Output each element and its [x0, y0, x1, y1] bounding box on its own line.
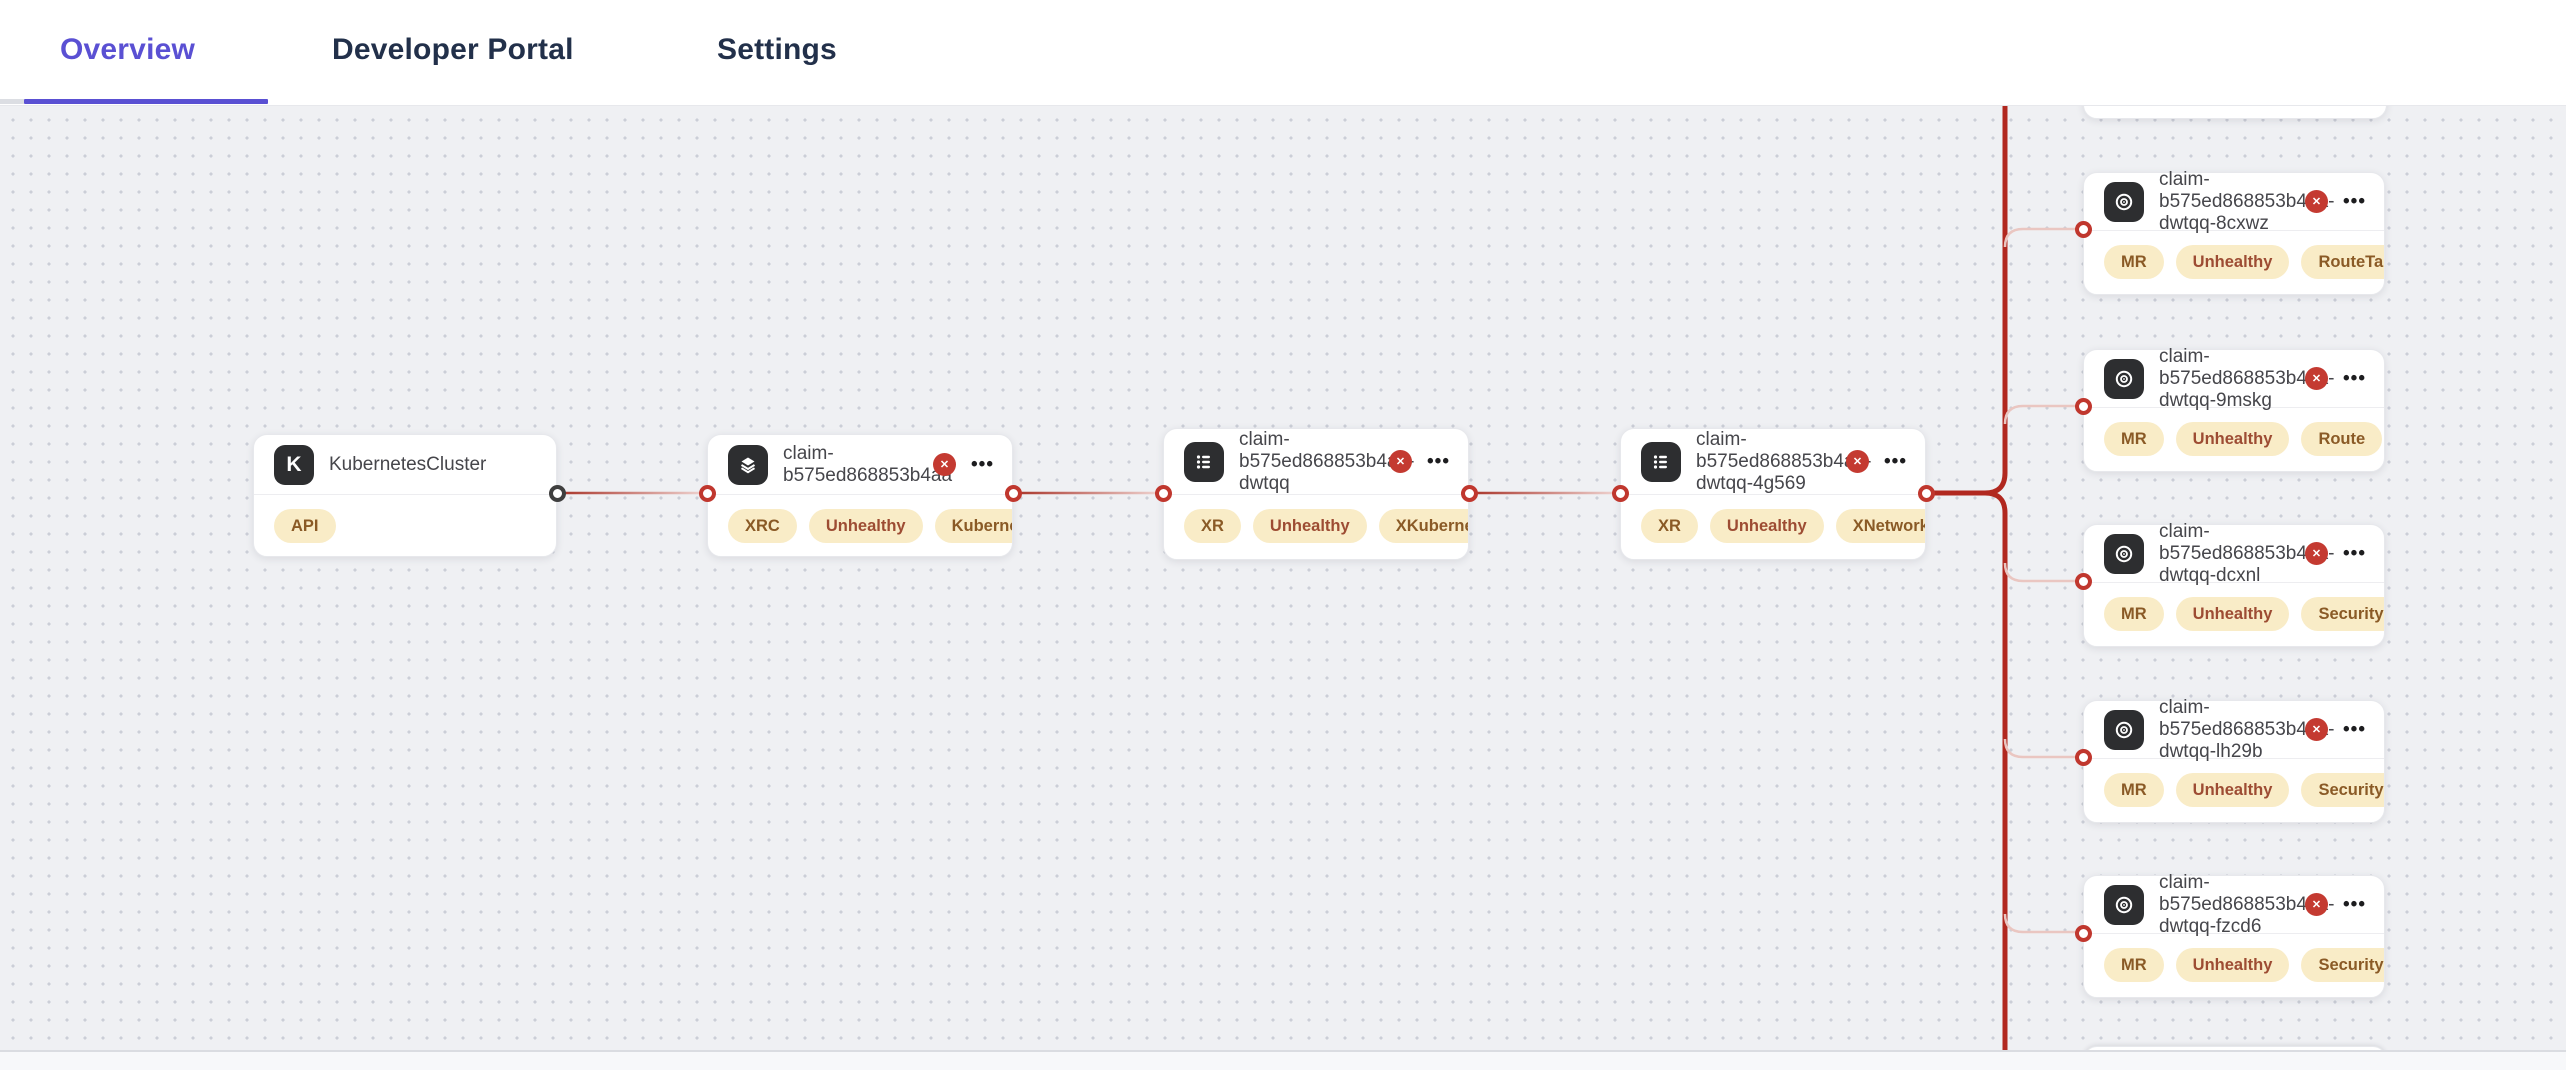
- kind-badge: XR: [1184, 509, 1241, 543]
- health-badge: Unhealthy: [2175, 948, 2290, 982]
- node-card-kubernetescluster[interactable]: K KubernetesCluster API: [253, 434, 557, 557]
- kind-badge: MR: [2104, 597, 2164, 631]
- target-icon: [2104, 533, 2144, 574]
- type-badge: KubernetesCluster: [934, 509, 1012, 543]
- type-badge: SecurityGroup: [2301, 948, 2384, 982]
- health-badge: Unhealthy: [1709, 509, 1824, 543]
- node-title: claim-b575ed868853b4aa-dwtqq-dcxnl: [2159, 520, 2335, 586]
- connection-handle[interactable]: [698, 484, 716, 502]
- graph-canvas[interactable]: K KubernetesCluster API claim-b575ed8688…: [0, 105, 2566, 1050]
- node-card-claim-dwtqq-8cxwz[interactable]: claim-b575ed868853b4aa-dwtqq-8cxwz ✕ •••…: [2083, 168, 2385, 295]
- layers-icon: [728, 444, 768, 485]
- kind-badge: XRC: [728, 509, 797, 543]
- tab-underline-track: [0, 99, 24, 104]
- health-badge: Unhealthy: [2175, 773, 2290, 807]
- node-title: claim-b575ed868853b4aa-dwtqq-8cxwz: [2159, 168, 2335, 234]
- list-icon: [1184, 441, 1224, 482]
- bottom-strip: [0, 1050, 2566, 1070]
- node-title: claim-b575ed868853b4aa-dwtqq-lh29b: [2159, 696, 2335, 762]
- node-menu-button[interactable]: •••: [2343, 191, 2366, 212]
- health-badge: Unhealthy: [1252, 509, 1367, 543]
- type-badge: XNetwork: [1835, 509, 1925, 543]
- node-menu-button[interactable]: •••: [2343, 543, 2366, 564]
- node-card-claim-dwtqq-lh29b[interactable]: claim-b575ed868853b4aa-dwtqq-lh29b ✕ •••…: [2083, 696, 2385, 823]
- edge-trunk: [1926, 490, 2008, 1050]
- node-menu-button[interactable]: •••: [2343, 719, 2366, 740]
- type-badge: RouteTable: [2301, 245, 2384, 279]
- list-icon: [1641, 441, 1681, 482]
- tab-overview[interactable]: Overview: [60, 33, 196, 66]
- type-badge: Route: [2301, 422, 2383, 456]
- health-badge: Unhealthy: [808, 509, 923, 543]
- node-title: claim-b575ed868853b4aa-dwtqq-4g569: [1696, 428, 1872, 494]
- node-menu-button[interactable]: •••: [971, 454, 994, 475]
- error-badge-icon: ✕: [2305, 367, 2329, 390]
- error-badge-icon: ✕: [933, 453, 957, 476]
- kind-badge: MR: [2104, 422, 2164, 456]
- node-card-claim-dwtqq-9mskg[interactable]: claim-b575ed868853b4aa-dwtqq-9mskg ✕ •••…: [2083, 345, 2385, 472]
- node-title: claim-b575ed868853b4aa-dwtqq-fzcd6: [2159, 871, 2335, 937]
- type-badge: SecurityGroupRule: [2301, 597, 2384, 631]
- error-badge-icon: ✕: [1846, 450, 1870, 473]
- node-card-claim-dwtqq-4g569[interactable]: claim-b575ed868853b4aa-dwtqq-4g569 ✕ •••…: [1620, 428, 1926, 560]
- node-card-claim[interactable]: claim-b575ed868853b4aa ✕ ••• XRC Unhealt…: [707, 434, 1013, 557]
- connection-handle[interactable]: [1611, 484, 1629, 502]
- kind-badge: MR: [2104, 773, 2164, 807]
- connection-handle[interactable]: [2074, 397, 2092, 415]
- tab-bar: Overview Developer Portal Settings: [0, 0, 2566, 106]
- node-title: claim-b575ed868853b4aa-dwtqq: [1239, 428, 1415, 494]
- health-badge: Unhealthy: [2175, 422, 2290, 456]
- health-badge: Unhealthy: [2175, 597, 2290, 631]
- connection-handle[interactable]: [1004, 484, 1022, 502]
- connection-handle[interactable]: [2074, 220, 2092, 238]
- kubernetes-icon: K: [274, 444, 314, 485]
- error-badge-icon: ✕: [2305, 190, 2329, 213]
- connection-handle[interactable]: [2074, 924, 2092, 942]
- edge-branch: [2003, 738, 2083, 759]
- type-badge: SecurityGroupRule: [2301, 773, 2384, 807]
- connection-handle[interactable]: [1154, 484, 1172, 502]
- node-menu-button[interactable]: •••: [1427, 451, 1450, 472]
- connection-handle[interactable]: [1917, 484, 1935, 502]
- error-badge-icon: ✕: [1389, 450, 1413, 473]
- target-icon: [2104, 358, 2144, 399]
- edge-branch: [2003, 404, 2083, 425]
- target-icon: [2104, 181, 2144, 222]
- error-badge-icon: ✕: [2305, 718, 2329, 741]
- node-card-claim-dwtqq-fzcd6[interactable]: claim-b575ed868853b4aa-dwtqq-fzcd6 ✕ •••…: [2083, 871, 2385, 998]
- node-menu-button[interactable]: •••: [2343, 368, 2366, 389]
- connection-handle[interactable]: [2074, 748, 2092, 766]
- node-menu-button[interactable]: •••: [2343, 894, 2366, 915]
- health-badge: Unhealthy: [2175, 245, 2290, 279]
- active-tab-underline: [24, 99, 268, 104]
- type-badge: XKubernetesCluster: [1378, 509, 1468, 543]
- error-badge-icon: ✕: [2305, 542, 2329, 565]
- edge-branch: [2003, 562, 2083, 583]
- tab-settings[interactable]: Settings: [717, 33, 837, 66]
- node-title: KubernetesCluster: [329, 453, 487, 475]
- connection-handle[interactable]: [2074, 572, 2092, 590]
- connection-handle[interactable]: [548, 484, 566, 502]
- target-icon: [2104, 884, 2144, 925]
- partial-node-card-bottom[interactable]: [2083, 1046, 2387, 1050]
- target-icon: [2104, 709, 2144, 750]
- connection-handle[interactable]: [1460, 484, 1478, 502]
- kind-badge: MR: [2104, 948, 2164, 982]
- edge-branch: [2003, 227, 2083, 248]
- kind-badge: XR: [1641, 509, 1698, 543]
- kind-badge: MR: [2104, 245, 2164, 279]
- partial-node-card-top[interactable]: [2083, 105, 2387, 119]
- kind-badge: API: [274, 509, 336, 543]
- node-title: claim-b575ed868853b4aa-dwtqq-9mskg: [2159, 345, 2335, 411]
- node-card-claim-dwtqq-dcxnl[interactable]: claim-b575ed868853b4aa-dwtqq-dcxnl ✕ •••…: [2083, 520, 2385, 647]
- node-title: claim-b575ed868853b4aa: [783, 442, 953, 486]
- edge-branch: [2003, 913, 2083, 934]
- node-card-claim-dwtqq[interactable]: claim-b575ed868853b4aa-dwtqq ✕ ••• XR Un…: [1163, 428, 1469, 560]
- error-badge-icon: ✕: [2305, 893, 2329, 916]
- node-menu-button[interactable]: •••: [1884, 451, 1907, 472]
- tab-developer-portal[interactable]: Developer Portal: [332, 33, 574, 66]
- edge-trunk: [1926, 105, 2008, 496]
